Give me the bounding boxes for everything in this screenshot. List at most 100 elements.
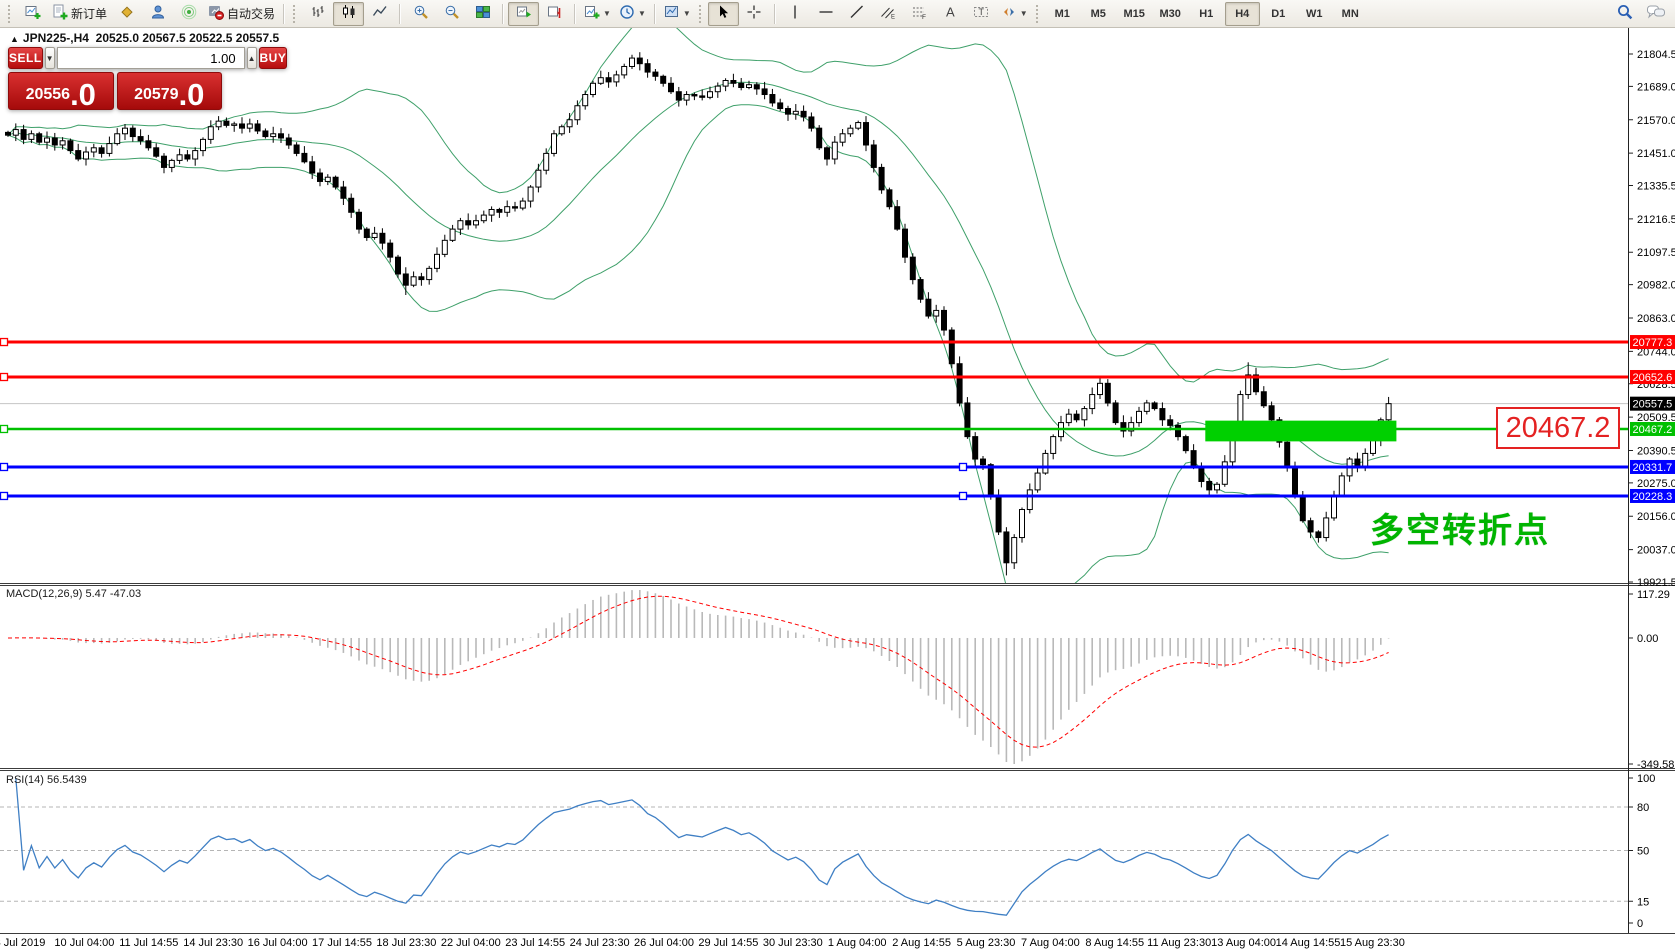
timeframe-M15[interactable]: M15 bbox=[1123, 7, 1145, 20]
buy-button[interactable]: BUY bbox=[258, 47, 288, 69]
rsi-pane[interactable]: 100 80 50 15 0 bbox=[0, 773, 1655, 930]
symbol-marker-icon: ▲ bbox=[10, 34, 19, 44]
arrows-button[interactable]: ▼ bbox=[997, 2, 1032, 26]
add-object-icon bbox=[584, 4, 600, 23]
new-order-icon bbox=[52, 4, 68, 23]
timeframe-M30[interactable]: M30 bbox=[1159, 7, 1181, 20]
buy-price-display[interactable]: 20579.0 bbox=[116, 72, 222, 110]
text-button[interactable]: A bbox=[935, 2, 966, 26]
svg-text:F: F bbox=[922, 14, 926, 20]
price-axis[interactable]: 21804.5 21689.0 21570.0 21451.0 21335.5 21216… bbox=[0, 28, 1675, 934]
svg-text:16 Jul 04:00: 16 Jul 04:00 bbox=[248, 937, 308, 949]
sell-price-display[interactable]: 20556.0 bbox=[8, 72, 114, 110]
timeframe-M5[interactable]: M5 bbox=[1090, 7, 1106, 20]
styler-button[interactable] bbox=[111, 2, 142, 26]
volume-increase-button[interactable]: ▲ bbox=[246, 47, 257, 69]
dropdown-caret-icon: ▼ bbox=[637, 9, 646, 18]
chart-shift-button[interactable] bbox=[539, 2, 570, 26]
timeframe-MN[interactable]: MN bbox=[1341, 7, 1359, 20]
svg-text:20557.5: 20557.5 bbox=[1633, 399, 1673, 411]
profiles-icon bbox=[150, 4, 166, 23]
svg-text:20467.2: 20467.2 bbox=[1633, 424, 1673, 436]
sell-button[interactable]: SELL bbox=[8, 47, 43, 69]
fibonacci-button[interactable]: F bbox=[904, 2, 935, 26]
zoom-in-icon bbox=[413, 4, 429, 23]
timeframe-D1[interactable]: D1 bbox=[1271, 7, 1286, 20]
autotrade-button[interactable]: 自动交易 bbox=[204, 2, 279, 26]
svg-text:8 Jul 2019: 8 Jul 2019 bbox=[0, 937, 45, 949]
svg-text:26 Jul 04:00: 26 Jul 04:00 bbox=[634, 937, 694, 949]
timeframe-group: M1 M5 M15 M30 H1 H4 D1 W1 MN bbox=[1045, 1, 1368, 26]
chart-objects[interactable] bbox=[0, 337, 1628, 501]
new-chart-button[interactable] bbox=[17, 2, 48, 26]
volume-decrease-button[interactable]: ▼ bbox=[44, 47, 55, 69]
svg-text:0.00: 0.00 bbox=[1637, 633, 1658, 645]
svg-text:20037.0: 20037.0 bbox=[1637, 545, 1675, 557]
svg-text:100: 100 bbox=[1637, 773, 1655, 785]
chat-button[interactable] bbox=[1640, 2, 1671, 26]
toolbar-grip bbox=[1035, 4, 1041, 23]
svg-text:11 Jul 14:55: 11 Jul 14:55 bbox=[119, 937, 178, 949]
autotrade-label: 自动交易 bbox=[227, 7, 276, 21]
main-price-pane[interactable] bbox=[0, 16, 1628, 617]
profiles-button[interactable] bbox=[142, 2, 173, 26]
svg-text:21570.0: 21570.0 bbox=[1637, 115, 1675, 127]
annotation-text[interactable]: 多空转折点 bbox=[1370, 512, 1550, 550]
svg-text:13 Aug 04:00: 13 Aug 04:00 bbox=[1211, 937, 1276, 949]
horizontal-line-button[interactable] bbox=[811, 2, 842, 26]
separator bbox=[653, 3, 656, 24]
signals-button[interactable] bbox=[173, 2, 204, 26]
timeframe-W1[interactable]: W1 bbox=[1305, 7, 1323, 20]
timeframe-H1[interactable]: H1 bbox=[1199, 7, 1214, 20]
zoom-in-button[interactable] bbox=[405, 2, 436, 26]
svg-text:20390.5: 20390.5 bbox=[1637, 445, 1675, 457]
vertical-line-button[interactable] bbox=[780, 2, 811, 26]
timeframe-H4[interactable]: H4 bbox=[1224, 1, 1260, 26]
channel-button[interactable]: E bbox=[873, 2, 904, 26]
macd-pane[interactable]: 117.29 0.00 -349.58 bbox=[7, 589, 1674, 771]
svg-text:20744.0: 20744.0 bbox=[1637, 346, 1675, 358]
cursor-button[interactable] bbox=[707, 1, 739, 26]
svg-text:30 Jul 23:30: 30 Jul 23:30 bbox=[763, 937, 823, 949]
macd-label: MACD(12,26,9) 5.47 -47.03 bbox=[6, 588, 142, 600]
svg-text:21689.0: 21689.0 bbox=[1637, 81, 1675, 93]
trendline-button[interactable] bbox=[842, 2, 873, 26]
svg-text:20777.3: 20777.3 bbox=[1633, 337, 1673, 349]
search-button[interactable] bbox=[1609, 2, 1640, 26]
svg-text:117.29: 117.29 bbox=[1637, 589, 1670, 601]
zoom-out-button[interactable] bbox=[436, 2, 467, 26]
label-button[interactable]: T bbox=[966, 2, 997, 26]
tile-windows-button[interactable] bbox=[467, 2, 498, 26]
line-chart-button[interactable] bbox=[364, 2, 395, 26]
svg-text:20331.7: 20331.7 bbox=[1633, 462, 1673, 474]
timeframe-M1[interactable]: M1 bbox=[1054, 7, 1070, 20]
tile-windows-icon bbox=[475, 4, 491, 23]
svg-text:20156.0: 20156.0 bbox=[1637, 511, 1675, 523]
time-axis[interactable]: 8 Jul 2019 10 Jul 04:00 11 Jul 14:55 14 Jul… bbox=[0, 937, 1405, 949]
svg-text:80: 80 bbox=[1637, 802, 1649, 814]
spinner-down-icon: ▼ bbox=[45, 53, 54, 63]
bars-chart-button[interactable] bbox=[302, 2, 333, 26]
new-chart-icon bbox=[25, 4, 41, 23]
svg-text:19921.5: 19921.5 bbox=[1637, 577, 1675, 589]
svg-text:29 Jul 14:55: 29 Jul 14:55 bbox=[698, 937, 758, 949]
template-button[interactable]: ▼ bbox=[660, 2, 695, 26]
svg-text:0: 0 bbox=[1637, 918, 1643, 930]
candles-chart-icon bbox=[341, 4, 357, 23]
spinner-up-icon: ▲ bbox=[247, 53, 256, 63]
autoscroll-button[interactable] bbox=[508, 1, 540, 26]
period-dropdown-button[interactable]: ▼ bbox=[615, 2, 650, 26]
volume-input[interactable] bbox=[56, 47, 245, 69]
svg-text:T: T bbox=[979, 7, 985, 17]
price-callout[interactable]: 20467.2 bbox=[1496, 407, 1620, 449]
add-object-button[interactable]: ▼ bbox=[580, 2, 615, 26]
crosshair-button[interactable] bbox=[739, 2, 770, 26]
candles-chart-button[interactable] bbox=[333, 1, 365, 26]
new-order-button[interactable]: 新订单 bbox=[48, 2, 111, 26]
separator bbox=[399, 3, 402, 24]
svg-text:21804.5: 21804.5 bbox=[1637, 49, 1675, 61]
fibonacci-icon: F bbox=[911, 4, 927, 23]
svg-text:14 Aug 14:55: 14 Aug 14:55 bbox=[1276, 937, 1341, 949]
svg-text:15: 15 bbox=[1637, 896, 1649, 908]
